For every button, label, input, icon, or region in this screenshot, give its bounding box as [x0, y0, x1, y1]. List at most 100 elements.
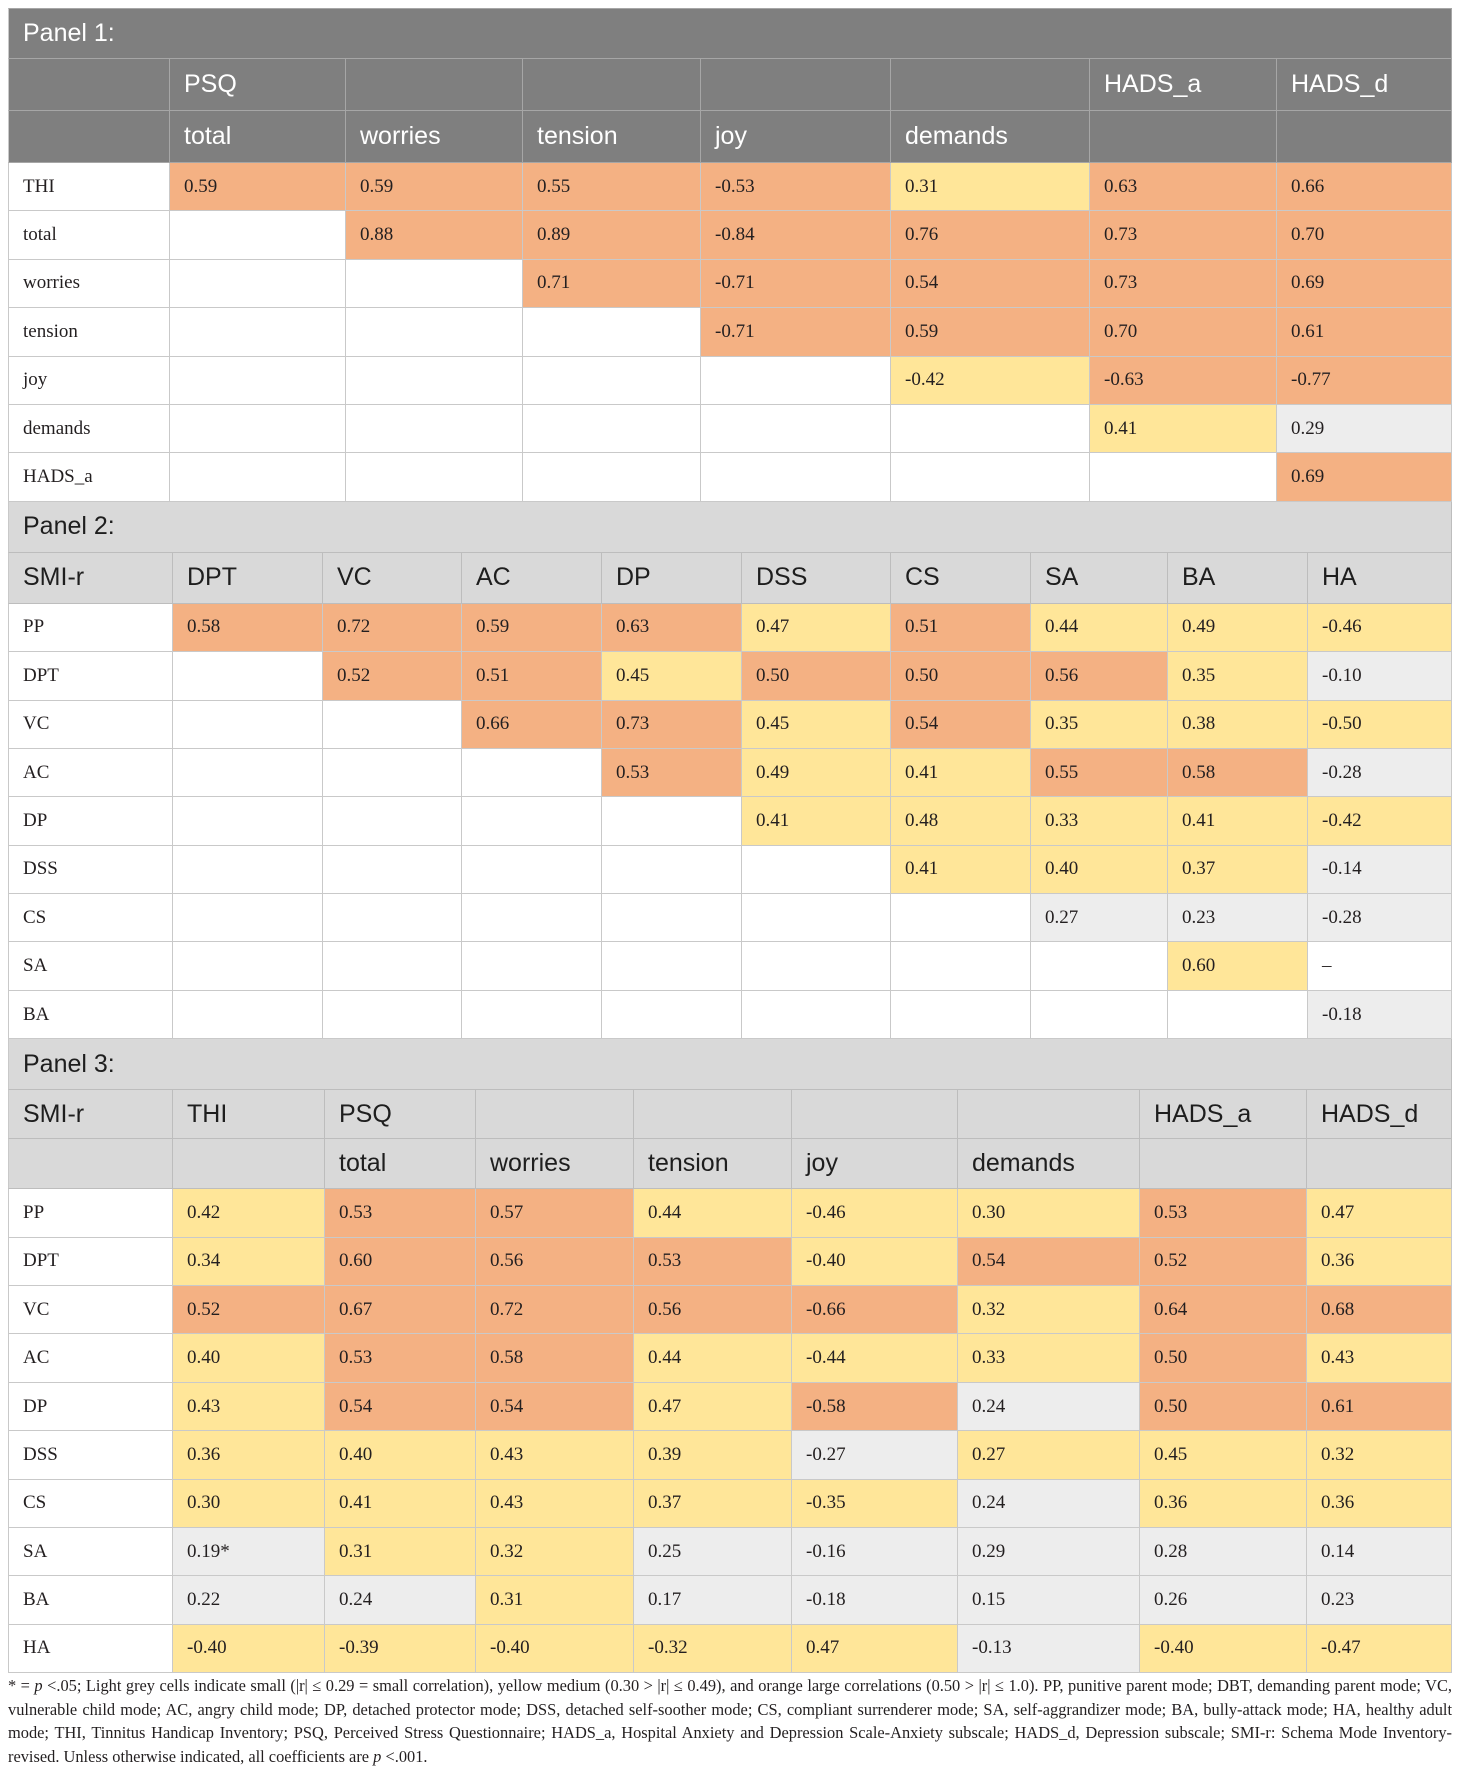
footnote: * = p <.05; Light grey cells indicate sm… — [8, 1674, 1452, 1768]
correlation-cell: 0.49 — [1168, 603, 1308, 653]
column-header: total — [170, 111, 346, 163]
correlation-cell — [742, 845, 891, 895]
column-header — [701, 59, 891, 111]
correlation-cell: 0.43 — [476, 1479, 634, 1528]
correlation-cell: 0.42 — [173, 1189, 325, 1238]
correlation-cell: 0.45 — [1140, 1431, 1307, 1480]
header-row: total worries tension joy demands — [8, 111, 1452, 163]
correlation-cell: 0.64 — [1140, 1286, 1307, 1335]
correlation-cell: -0.46 — [1308, 603, 1452, 653]
row-label: DSS — [8, 845, 173, 895]
correlation-cell: 0.52 — [1140, 1237, 1307, 1287]
correlation-cell: 0.29 — [1277, 404, 1452, 454]
row-label: joy — [8, 356, 170, 405]
correlation-cell — [170, 404, 346, 454]
table-row: total 0.88 0.89 -0.84 0.76 0.73 0.70 — [8, 211, 1452, 260]
column-header: tension — [634, 1139, 792, 1190]
correlation-cell — [523, 308, 701, 357]
correlation-cell: 0.14 — [1307, 1527, 1452, 1577]
correlation-cell: 0.72 — [323, 603, 462, 653]
row-label: BA — [8, 990, 173, 1040]
column-header: SMI-r — [8, 552, 173, 604]
correlation-cell: 0.56 — [1031, 652, 1168, 701]
correlation-cell: 0.44 — [634, 1334, 792, 1383]
column-header — [1307, 1139, 1452, 1190]
correlation-cell: -0.14 — [1308, 845, 1452, 895]
column-header: HA — [1308, 552, 1452, 604]
column-header: worries — [346, 111, 523, 163]
correlation-cell — [346, 404, 523, 454]
column-header — [476, 1090, 634, 1140]
correlation-cell: -0.71 — [701, 308, 891, 357]
correlation-cell — [346, 308, 523, 357]
row-label: VC — [8, 700, 173, 749]
correlation-cell: 0.69 — [1277, 453, 1452, 502]
column-header: SA — [1031, 552, 1168, 604]
correlation-cell: 0.55 — [1031, 748, 1168, 798]
correlation-cell — [523, 453, 701, 502]
column-header — [346, 59, 523, 111]
correlation-cell: 0.32 — [476, 1527, 634, 1577]
correlation-cell: 0.41 — [742, 797, 891, 846]
row-label: tension — [8, 308, 170, 357]
correlation-cell: -0.16 — [792, 1527, 958, 1577]
correlation-cell: 0.59 — [170, 163, 346, 212]
table-row: DPT 0.34 0.60 0.56 0.53 -0.40 0.54 0.52 0.36 — [8, 1237, 1452, 1287]
correlation-cell: -0.27 — [792, 1431, 958, 1480]
correlation-cell: 0.61 — [1277, 308, 1452, 357]
correlation-cell: 0.54 — [476, 1382, 634, 1432]
column-header: joy — [701, 111, 891, 163]
correlation-cell: -0.10 — [1308, 652, 1452, 701]
correlation-cell — [462, 797, 602, 846]
panel-title-row: Panel 2: — [8, 501, 1452, 553]
row-label: DPT — [8, 1237, 173, 1287]
correlation-cell — [323, 845, 462, 895]
correlation-cell: -0.42 — [891, 356, 1090, 405]
correlation-cell — [170, 259, 346, 309]
correlation-cell — [173, 990, 323, 1040]
correlation-cell: -0.28 — [1308, 748, 1452, 798]
correlation-cell: 0.31 — [476, 1576, 634, 1625]
column-header: joy — [792, 1139, 958, 1190]
column-header: THI — [173, 1090, 325, 1140]
table-row: CS 0.30 0.41 0.43 0.37 -0.35 0.24 0.36 0.36 — [8, 1479, 1452, 1528]
correlation-cell: 0.60 — [325, 1237, 476, 1287]
correlation-cell: 0.37 — [634, 1479, 792, 1528]
correlation-cell — [170, 356, 346, 405]
correlation-cell — [701, 453, 891, 502]
panel-title-row: Panel 3: — [8, 1039, 1452, 1091]
correlation-cell: 0.48 — [891, 797, 1031, 846]
table-row: BA 0.22 0.24 0.31 0.17 -0.18 0.15 0.26 0.23 — [8, 1576, 1452, 1625]
correlation-cell — [170, 453, 346, 502]
correlation-cell: 0.50 — [1140, 1382, 1307, 1432]
correlation-cell — [173, 942, 323, 991]
correlation-cell — [602, 894, 742, 943]
column-header: SMI-r — [8, 1090, 173, 1140]
column-header — [792, 1090, 958, 1140]
correlation-cell: 0.56 — [634, 1286, 792, 1335]
correlation-cell: 0.24 — [325, 1576, 476, 1625]
table-row: DPT 0.52 0.51 0.45 0.50 0.50 0.56 0.35 -0.10 — [8, 652, 1452, 701]
panel-1: Panel 1: PSQ HADS_a HADS_d total worries tensi… — [8, 8, 1452, 502]
correlation-cell: 0.52 — [323, 652, 462, 701]
correlation-cell: 0.28 — [1140, 1527, 1307, 1577]
correlation-cell: 0.60 — [1168, 942, 1308, 991]
correlation-cell: 0.24 — [958, 1382, 1140, 1432]
column-header: DSS — [742, 552, 891, 604]
correlation-cell: 0.37 — [1168, 845, 1308, 895]
correlation-cell: -0.50 — [1308, 700, 1452, 749]
correlation-cell — [1031, 942, 1168, 991]
column-header: DPT — [173, 552, 323, 604]
correlation-cell: 0.89 — [523, 211, 701, 260]
correlation-cell: 0.47 — [1307, 1189, 1452, 1238]
correlation-cell — [323, 990, 462, 1040]
column-header: VC — [323, 552, 462, 604]
row-label: total — [8, 211, 170, 260]
correlation-cell: 0.88 — [346, 211, 523, 260]
footnote-p-symbol-2: p — [373, 1746, 382, 1766]
correlation-cell: 0.49 — [742, 748, 891, 798]
correlation-cell: 0.44 — [634, 1189, 792, 1238]
column-header — [1140, 1139, 1307, 1190]
column-header: HADS_d — [1277, 59, 1452, 111]
correlation-cell: 0.15 — [958, 1576, 1140, 1625]
